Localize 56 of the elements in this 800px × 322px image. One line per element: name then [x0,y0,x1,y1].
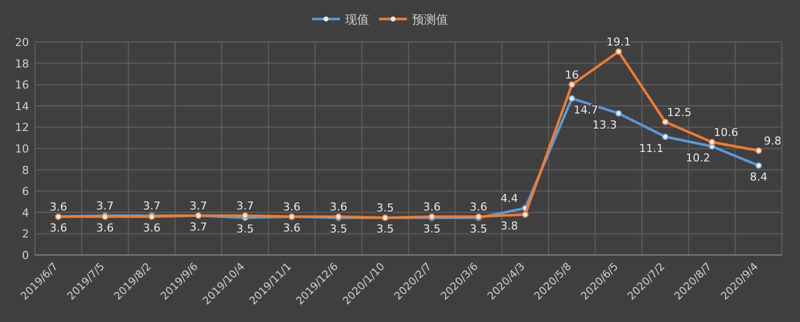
data-label: 3.5 [376,222,394,236]
data-label: 3.5 [470,222,488,236]
point [242,212,248,219]
data-label: 3.6 [283,222,301,235]
y-tick-label: 12 [15,121,29,134]
point [615,48,622,55]
y-tick-label: 16 [15,78,29,92]
point [662,133,669,140]
data-label: 9.8 [764,134,782,148]
y-tick-label: 4 [22,206,29,220]
y-tick-label: 6 [22,185,29,198]
point [662,118,669,126]
data-label: 11.1 [639,142,664,155]
data-label: 19.1 [606,36,631,49]
point [708,138,716,146]
data-label: 8.4 [750,170,768,184]
data-label: 3.7 [190,200,208,213]
y-tick-label: 0 [22,249,29,262]
data-label: 3.6 [96,222,114,235]
data-label: 14.7 [574,103,598,116]
data-label: 3.6 [423,200,441,214]
data-label: 3.6 [470,200,488,214]
data-label: 10.6 [714,126,738,140]
data-label: 4.4 [500,192,518,206]
y-tick-label: 10 [15,142,29,156]
data-label: 3.6 [50,222,68,235]
data-label: 3.7 [142,200,160,213]
legend-label: 现值 [345,12,369,26]
data-label: 13.3 [592,118,617,132]
y-tick-label: 20 [15,36,29,49]
y-tick-label: 2 [22,228,29,241]
data-label: 3.5 [236,222,254,236]
point [755,147,762,154]
point [755,162,762,169]
y-tick-label: 14 [15,100,29,113]
data-label: 3.5 [376,202,394,215]
data-label: 10.2 [686,151,710,164]
point [615,110,622,117]
data-label: 3.7 [190,220,208,234]
y-tick-label: 18 [15,57,29,70]
data-label: 3.6 [142,222,160,235]
data-label: 3.5 [423,222,441,236]
data-label: 3.6 [330,200,348,214]
data-label: 16 [564,68,579,82]
data-label: 12.5 [667,106,692,119]
data-label: 3.5 [330,222,348,236]
data-label: 3.6 [283,200,301,214]
point [568,81,576,88]
y-tick-label: 8 [22,164,29,177]
point [568,95,576,102]
data-label: 3.8 [500,220,518,233]
legend-label: 预测值 [412,12,448,26]
data-label: 3.7 [96,200,114,213]
data-label: 3.6 [50,200,68,214]
point [522,211,529,218]
data-label: 3.7 [236,200,254,213]
